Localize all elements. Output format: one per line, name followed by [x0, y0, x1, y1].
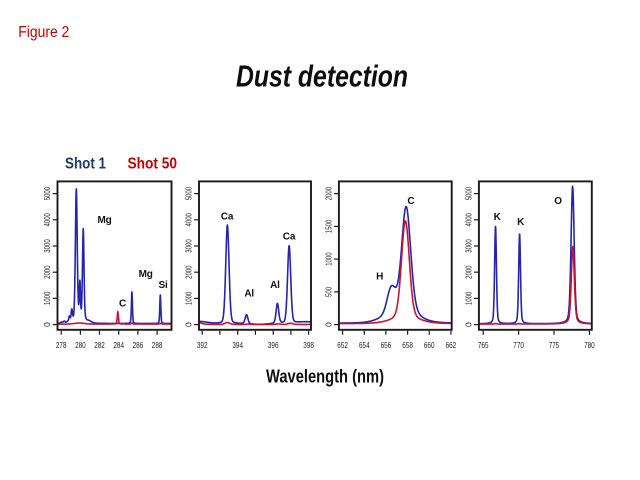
svg-text:392: 392 — [197, 340, 208, 350]
svg-text:1500: 1500 — [324, 220, 334, 234]
svg-text:Figure 2: Figure 2 — [18, 24, 69, 41]
svg-text:1000: 1000 — [184, 292, 194, 306]
svg-text:Wavelength (nm): Wavelength (nm) — [266, 367, 384, 387]
svg-text:C: C — [119, 298, 126, 309]
svg-text:1000: 1000 — [42, 292, 52, 306]
svg-text:Dust detection: Dust detection — [236, 59, 408, 94]
svg-text:660: 660 — [424, 340, 435, 350]
svg-text:0: 0 — [184, 322, 194, 327]
svg-text:658: 658 — [402, 340, 413, 350]
svg-text:Ca: Ca — [221, 212, 234, 223]
svg-text:5000: 5000 — [184, 187, 194, 201]
svg-text:2000: 2000 — [324, 187, 334, 201]
svg-text:396: 396 — [268, 340, 279, 350]
svg-text:278: 278 — [56, 340, 67, 350]
svg-text:C: C — [407, 196, 414, 207]
svg-text:Mg: Mg — [139, 269, 153, 280]
svg-text:286: 286 — [133, 340, 144, 350]
svg-text:3000: 3000 — [42, 239, 52, 253]
svg-text:5000: 5000 — [464, 187, 474, 201]
svg-text:0: 0 — [42, 322, 52, 327]
svg-text:4000: 4000 — [464, 213, 474, 227]
svg-text:765: 765 — [478, 340, 489, 350]
svg-text:662: 662 — [446, 340, 457, 350]
svg-text:H: H — [376, 271, 383, 282]
svg-text:500: 500 — [324, 287, 334, 297]
svg-text:Shot 50: Shot 50 — [128, 156, 178, 173]
svg-text:3000: 3000 — [464, 239, 474, 253]
svg-text:K: K — [517, 217, 525, 228]
svg-text:Al: Al — [244, 289, 254, 300]
svg-text:280: 280 — [75, 340, 86, 350]
svg-text:4000: 4000 — [42, 213, 52, 227]
svg-text:O: O — [554, 196, 562, 207]
svg-text:Ca: Ca — [283, 231, 296, 242]
svg-text:398: 398 — [303, 340, 314, 350]
svg-text:Si: Si — [158, 280, 167, 291]
svg-text:780: 780 — [584, 340, 595, 350]
svg-text:0: 0 — [464, 322, 474, 327]
svg-text:Shot 1: Shot 1 — [65, 156, 106, 173]
svg-text:3000: 3000 — [184, 239, 194, 253]
svg-text:654: 654 — [359, 340, 370, 350]
svg-text:2000: 2000 — [42, 265, 52, 279]
svg-text:Mg: Mg — [97, 215, 111, 226]
svg-text:4000: 4000 — [184, 213, 194, 227]
svg-text:282: 282 — [94, 340, 105, 350]
svg-text:288: 288 — [152, 340, 163, 350]
svg-text:652: 652 — [337, 340, 348, 350]
svg-text:5000: 5000 — [42, 187, 52, 201]
svg-text:770: 770 — [513, 340, 524, 350]
svg-text:394: 394 — [232, 340, 243, 350]
svg-text:1000: 1000 — [324, 252, 334, 266]
svg-text:1000: 1000 — [464, 292, 474, 306]
svg-text:775: 775 — [549, 340, 560, 350]
svg-text:2000: 2000 — [464, 265, 474, 279]
svg-text:K: K — [494, 212, 502, 223]
svg-text:284: 284 — [113, 340, 124, 350]
svg-text:2000: 2000 — [184, 265, 194, 279]
svg-text:656: 656 — [381, 340, 392, 350]
svg-text:Al: Al — [270, 280, 280, 291]
svg-text:0: 0 — [324, 322, 334, 327]
